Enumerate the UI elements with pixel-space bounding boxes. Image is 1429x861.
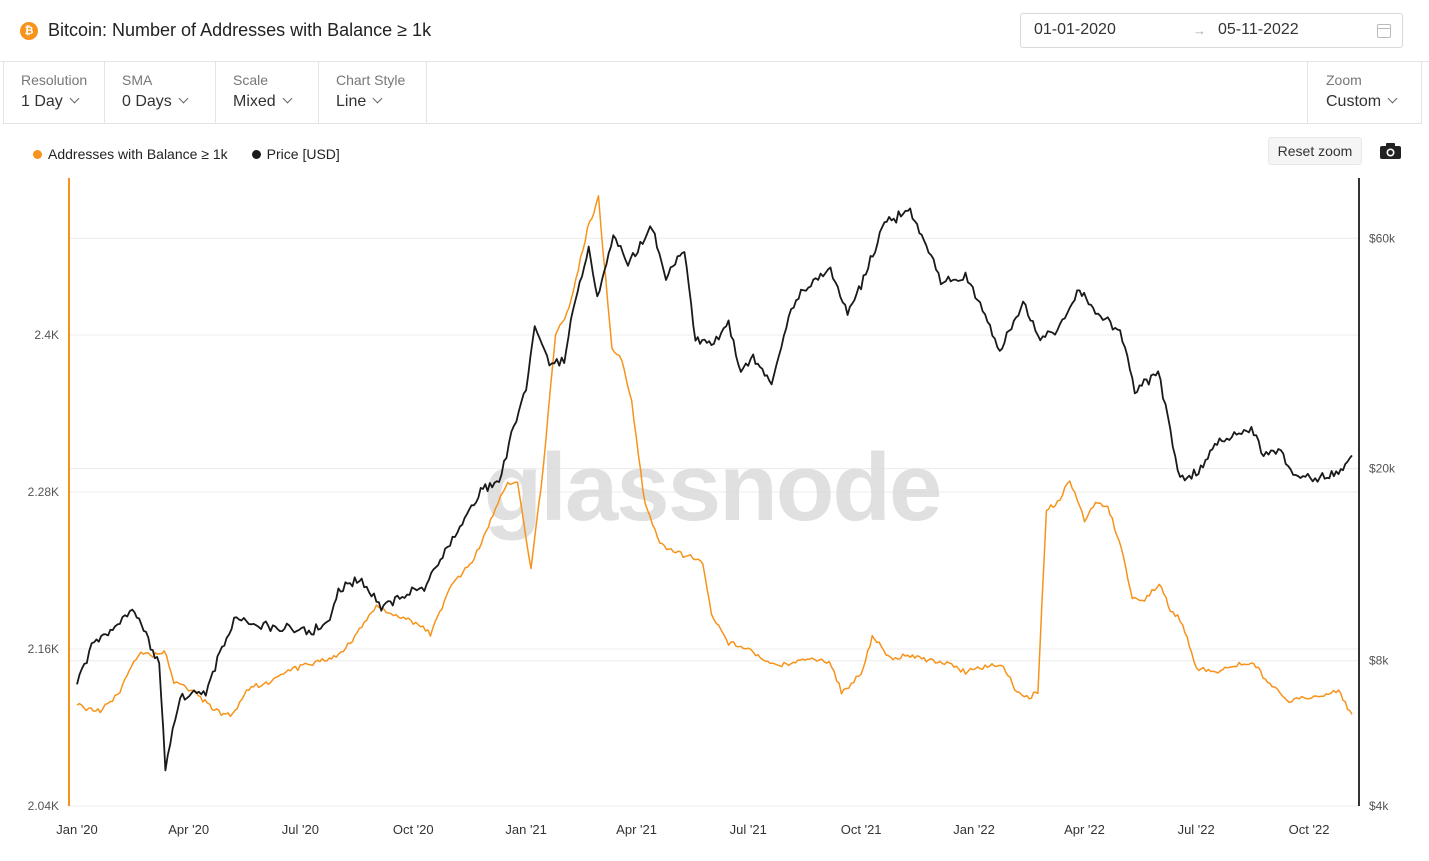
- right-tick-label: $20k: [1369, 462, 1396, 476]
- addresses-line: [76, 195, 1353, 718]
- x-tick-label: Jul '20: [282, 822, 319, 837]
- x-tick-label: Jan '21: [505, 822, 547, 837]
- chevron-down-icon: [69, 93, 80, 104]
- zoom-select[interactable]: Zoom Custom: [1307, 62, 1423, 123]
- page-title: Bitcoin: Number of Addresses with Balanc…: [48, 20, 432, 40]
- left-tick-label: 2.4K: [34, 328, 59, 342]
- chart-svg[interactable]: glassnode 2.04K 2.16K 2.28K 2.4K $4k $8k $20k $…: [0, 170, 1429, 861]
- bitcoin-icon: ₿: [20, 21, 38, 40]
- resolution-label: Resolution: [21, 72, 88, 88]
- x-tick-label: Oct '22: [1289, 822, 1330, 837]
- scale-value[interactable]: Mixed: [233, 93, 293, 111]
- chart-controls: Resolution 1 Day SMA 0 Days Scale Mixed …: [3, 62, 1422, 124]
- sma-label: SMA: [122, 72, 153, 88]
- x-tick-label: Jan '20: [56, 822, 98, 837]
- right-tick-label: $8k: [1369, 654, 1389, 668]
- camera-icon[interactable]: [1380, 143, 1401, 159]
- legend-item-addresses[interactable]: Addresses with Balance ≥ 1k: [33, 146, 228, 162]
- left-tick-label: 2.16K: [28, 642, 59, 656]
- resolution-select[interactable]: Resolution 1 Day: [4, 62, 105, 123]
- chevron-down-icon: [178, 93, 189, 104]
- right-tick-label: $60k: [1369, 231, 1396, 245]
- x-tick-label: Jan '22: [953, 822, 995, 837]
- series-addresses: [76, 195, 1353, 718]
- x-tick-label: Jul '22: [1178, 822, 1215, 837]
- chevron-down-icon: [1387, 93, 1398, 104]
- legend-dot-addresses: [33, 149, 42, 159]
- grid-lines: [69, 237, 1359, 807]
- legend-item-price[interactable]: Price [USD]: [251, 146, 340, 162]
- calendar-icon[interactable]: [1377, 24, 1391, 38]
- resolution-value[interactable]: 1 Day: [21, 93, 80, 111]
- title-group: ₿ Bitcoin: Number of Addresses with Bala…: [20, 20, 431, 41]
- left-tick-label: 2.04K: [28, 799, 59, 813]
- date-end-input[interactable]: 05-11-2022: [1218, 21, 1299, 38]
- x-tick-label: Oct '20: [393, 822, 434, 837]
- zoom-label: Zoom: [1326, 72, 1362, 88]
- reset-zoom-button[interactable]: Reset zoom: [1268, 137, 1362, 165]
- chart-style-label: Chart Style: [336, 72, 406, 88]
- x-tick-label: Apr '21: [616, 822, 657, 837]
- sma-value[interactable]: 0 Days: [122, 93, 189, 111]
- right-tick-label: $4k: [1369, 799, 1389, 813]
- date-start-input[interactable]: 01-01-2020: [1034, 21, 1116, 38]
- header-bar: ₿ Bitcoin: Number of Addresses with Bala…: [0, 0, 1429, 62]
- left-tick-label: 2.28K: [28, 485, 59, 499]
- chart-style-select[interactable]: Chart Style Line: [319, 62, 427, 123]
- legend-dot-price: [251, 149, 261, 159]
- zoom-value[interactable]: Custom: [1326, 93, 1398, 111]
- x-tick-label: Apr '22: [1064, 822, 1105, 837]
- date-range-picker[interactable]: 01-01-2020 → 05-11-2022: [1020, 13, 1403, 48]
- price-line: [76, 207, 1353, 772]
- scale-label: Scale: [233, 72, 269, 88]
- series-price: [76, 207, 1353, 772]
- legend-label-addresses: Addresses with Balance ≥ 1k: [48, 146, 228, 162]
- x-tick-label: Oct '21: [841, 822, 882, 837]
- x-tick-label: Apr '20: [168, 822, 209, 837]
- legend-label-price: Price [USD]: [266, 146, 340, 162]
- scale-select[interactable]: Scale Mixed: [216, 62, 319, 123]
- chevron-down-icon: [372, 93, 383, 104]
- chart-style-value[interactable]: Line: [336, 93, 383, 111]
- watermark-logo: glassnode: [484, 434, 941, 541]
- sma-select[interactable]: SMA 0 Days: [105, 62, 216, 123]
- chart-legend: Addresses with Balance ≥ 1k Price [USD]: [33, 146, 364, 162]
- axes: 2.04K 2.16K 2.28K 2.4K $4k $8k $20k $60k Jan '20…: [28, 178, 1396, 837]
- x-tick-label: Jul '21: [730, 822, 767, 837]
- arrow-right-icon: →: [1193, 23, 1206, 38]
- chevron-down-icon: [282, 93, 293, 104]
